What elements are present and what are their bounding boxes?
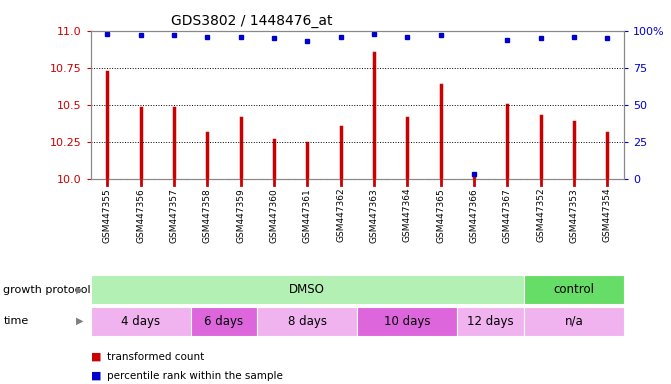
Text: GDS3802 / 1448476_at: GDS3802 / 1448476_at bbox=[170, 14, 332, 28]
Text: GSM447363: GSM447363 bbox=[370, 188, 378, 243]
Text: percentile rank within the sample: percentile rank within the sample bbox=[107, 371, 283, 381]
Text: GSM447362: GSM447362 bbox=[336, 188, 345, 242]
Text: 12 days: 12 days bbox=[468, 315, 514, 328]
Bar bbox=[257, 307, 357, 336]
Text: growth protocol: growth protocol bbox=[3, 285, 91, 295]
Text: DMSO: DMSO bbox=[289, 283, 325, 296]
Bar bbox=[358, 307, 458, 336]
Text: GSM447356: GSM447356 bbox=[136, 188, 145, 243]
Bar bbox=[91, 307, 191, 336]
Text: GSM447367: GSM447367 bbox=[503, 188, 512, 243]
Text: GSM447359: GSM447359 bbox=[236, 188, 245, 243]
Text: GSM447365: GSM447365 bbox=[436, 188, 445, 243]
Text: control: control bbox=[554, 283, 595, 296]
Text: GSM447354: GSM447354 bbox=[603, 188, 612, 242]
Text: n/a: n/a bbox=[564, 315, 583, 328]
Text: GSM447360: GSM447360 bbox=[270, 188, 278, 243]
Text: 10 days: 10 days bbox=[384, 315, 431, 328]
Text: GSM447355: GSM447355 bbox=[103, 188, 112, 243]
Text: ■: ■ bbox=[91, 371, 101, 381]
Bar bbox=[524, 275, 624, 304]
Text: ▶: ▶ bbox=[76, 285, 84, 295]
Text: GSM447366: GSM447366 bbox=[470, 188, 478, 243]
Text: transformed count: transformed count bbox=[107, 352, 205, 362]
Bar bbox=[191, 307, 257, 336]
Text: GSM447364: GSM447364 bbox=[403, 188, 412, 242]
Text: 6 days: 6 days bbox=[205, 315, 244, 328]
Text: ■: ■ bbox=[91, 352, 101, 362]
Bar bbox=[458, 307, 524, 336]
Text: 8 days: 8 days bbox=[288, 315, 327, 328]
Bar bbox=[91, 275, 524, 304]
Text: GSM447352: GSM447352 bbox=[536, 188, 545, 242]
Text: GSM447353: GSM447353 bbox=[570, 188, 578, 243]
Text: GSM447357: GSM447357 bbox=[170, 188, 178, 243]
Text: time: time bbox=[3, 316, 29, 326]
Bar bbox=[524, 307, 624, 336]
Text: GSM447358: GSM447358 bbox=[203, 188, 212, 243]
Text: ▶: ▶ bbox=[76, 316, 84, 326]
Text: 4 days: 4 days bbox=[121, 315, 160, 328]
Text: GSM447361: GSM447361 bbox=[303, 188, 312, 243]
